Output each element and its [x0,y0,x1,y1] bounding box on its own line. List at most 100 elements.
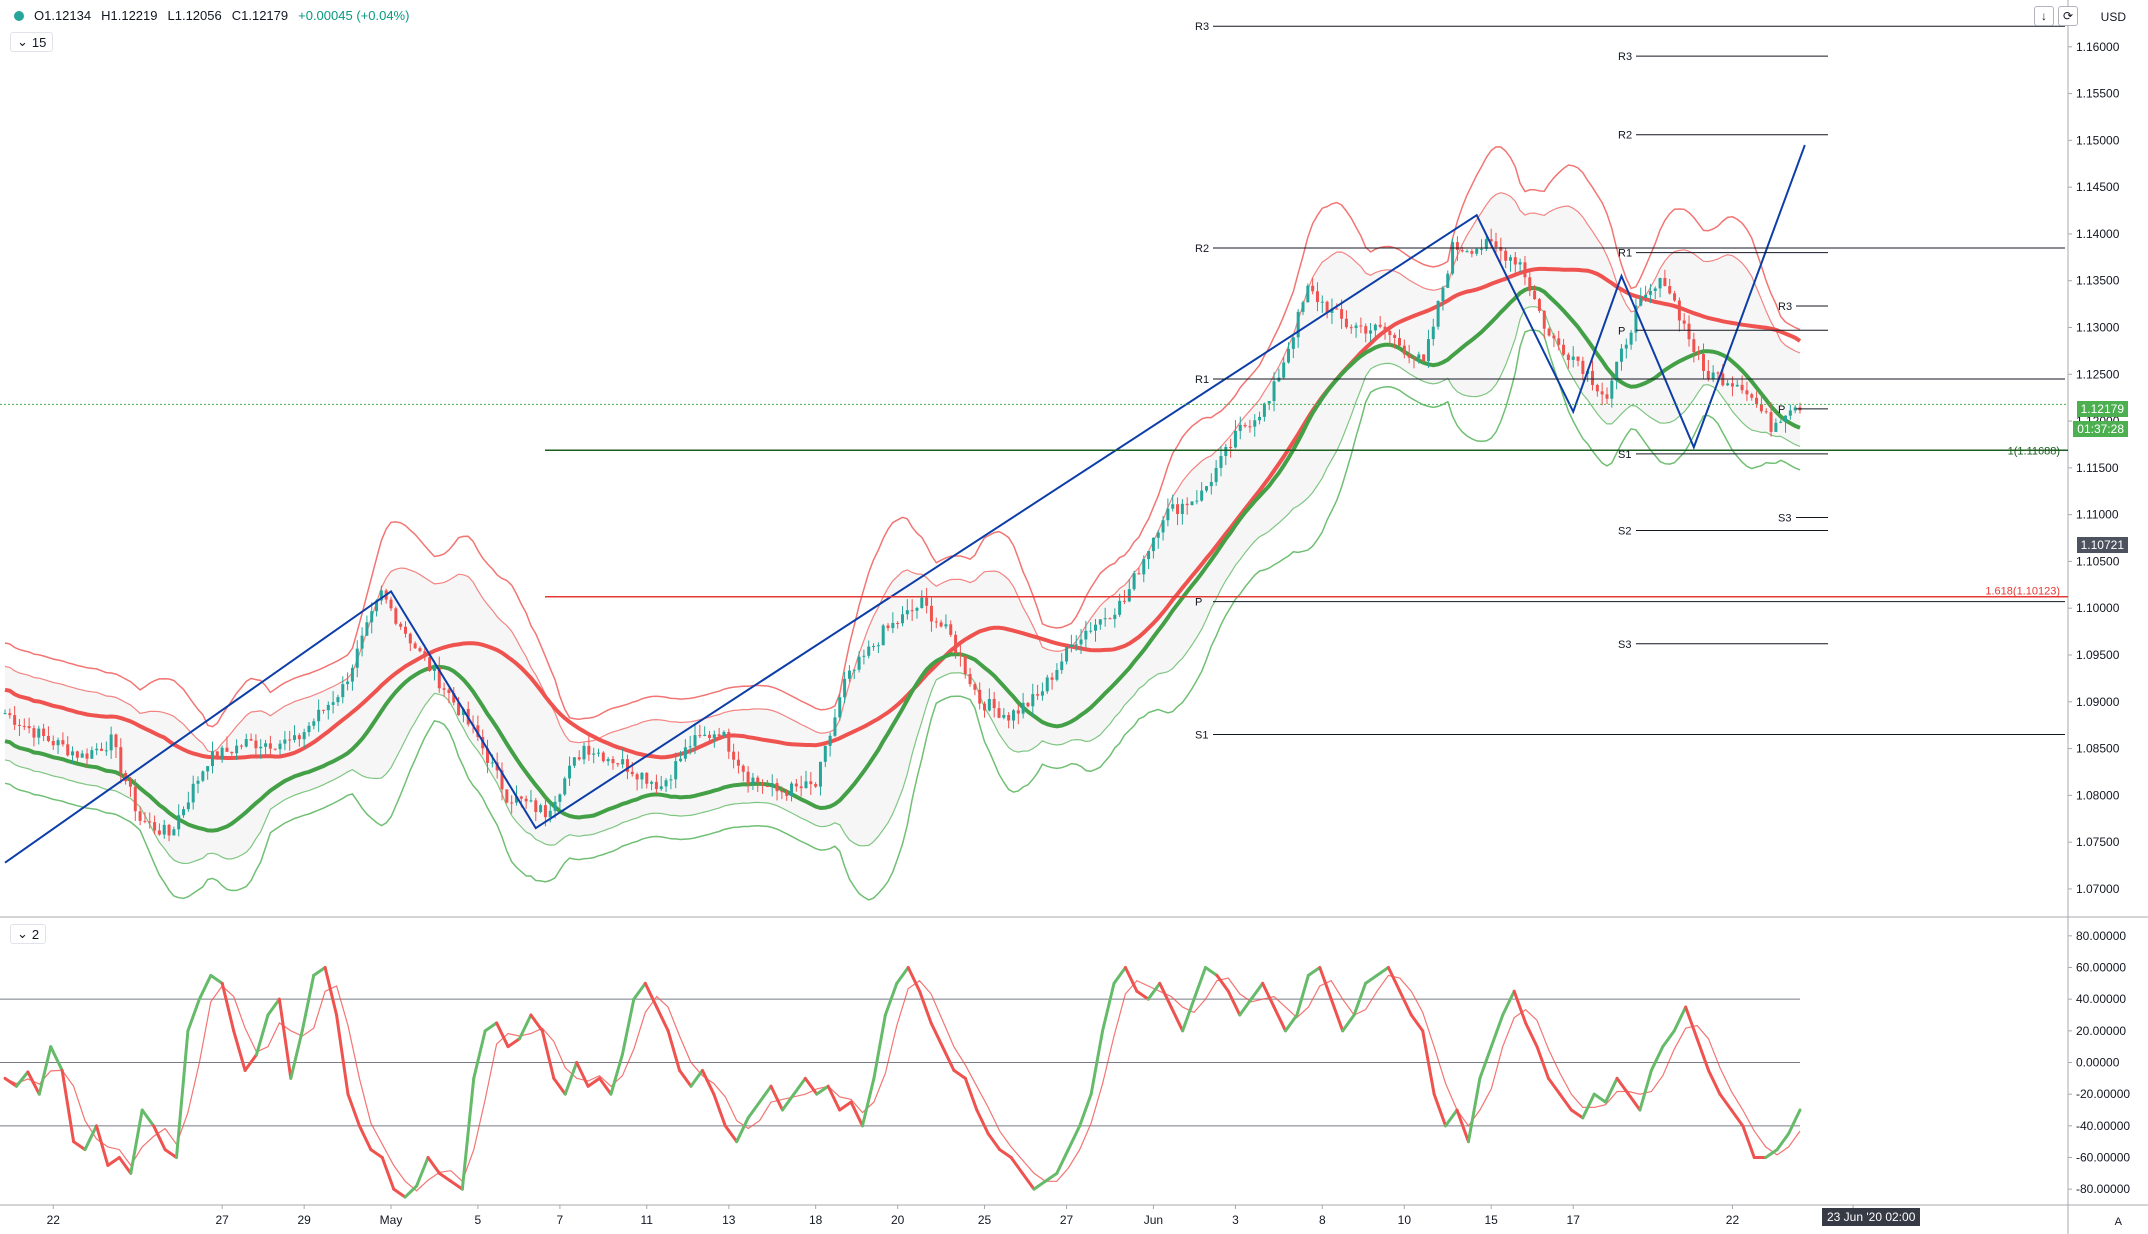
candle-body [1272,381,1276,402]
osc-y-tick-label: -20.00000 [2076,1087,2130,1101]
candle-body [1711,372,1715,380]
osc-main-segment [243,1053,259,1072]
scroll-down-icon[interactable]: ↓ [2034,6,2054,26]
candle-body [235,745,239,754]
candle-body [490,762,494,764]
candle-body [244,739,248,747]
candle-body [1277,377,1281,382]
osc-main-segment [1238,997,1253,1017]
candle-body [1677,300,1681,321]
candle-body [365,622,369,636]
candle-body [350,667,354,682]
candle-body [934,621,938,623]
candle-body [1619,348,1623,362]
candle-body [1200,490,1204,501]
y-tick-label: 1.09500 [2076,648,2120,662]
candle-body [1219,455,1223,468]
x-tick-label: 22 [47,1213,61,1227]
candle-body [1740,384,1744,391]
reset-scale-icon[interactable]: ⟳ [2058,6,2078,26]
osc-main-segment [1066,1124,1082,1152]
candle-body [239,745,243,747]
osc-main-segment [255,1013,270,1057]
candle-body [457,702,461,716]
last-price-tag: 1.12179 [2076,401,2128,417]
candle-body [288,739,292,741]
candle-body [1407,354,1411,358]
symbol-status-icon [14,10,24,21]
candle-body [486,748,490,763]
osc-main-segment [1569,1108,1585,1120]
indicator-legend-toggle[interactable]: ⌄ 15 [10,32,54,52]
candle-body [278,743,282,750]
candle-body [1750,394,1754,398]
candle-body [8,713,12,716]
osc-main-segment [1466,1076,1482,1144]
candle-body [1774,422,1778,432]
osc-main-segment [392,1187,407,1199]
osc-main-segment [700,1068,716,1096]
x-tick-label: 15 [1485,1213,1499,1227]
candle-body [1354,325,1358,328]
candle-body [514,796,518,803]
candle-body [336,697,340,703]
candle-body [56,740,60,746]
candle-body [973,684,977,690]
candle-body [1065,646,1069,662]
chart-controls: ↓ ⟳ [2034,6,2078,26]
candle-body [370,611,374,623]
candle-body [1600,391,1604,395]
candle-body [910,610,914,612]
candle-body [37,728,41,738]
candle-body [814,784,818,787]
osc-main-segment [1021,1171,1036,1191]
candle-body [558,794,562,802]
candle-body [1793,407,1797,411]
candle-body [85,753,89,759]
candle-body [80,753,84,758]
osc-y-tick-label: 40.00000 [2076,992,2126,1006]
candle-body [1441,287,1445,301]
candle-body [1378,324,1382,327]
candle-body [1060,661,1064,670]
candle-body [1151,537,1155,552]
candle-body [688,746,692,748]
candle-body [1055,669,1059,680]
y-tick-label: 1.13500 [2076,274,2120,288]
candle-body [196,780,200,784]
candle-body [1369,330,1373,334]
candle-body [428,657,432,671]
osc-main-segment [838,1100,853,1112]
candle-body [872,646,876,648]
candle-body [920,597,924,608]
candle-body [162,824,166,835]
candle-body [669,779,673,781]
currency-label: USD [2100,10,2126,24]
lower-band-outer [4,329,1801,901]
auto-scale-button[interactable]: A [2114,1216,2122,1228]
candle-body [736,759,740,766]
osc-main-segment [197,973,213,1001]
oscillator-legend-toggle[interactable]: ⌄ 2 [10,924,47,944]
candle-body [1523,262,1527,278]
candle-body [1335,308,1339,310]
candle-body [1562,344,1566,355]
candle-body [201,771,205,781]
candle-body [582,745,586,760]
candle-body [1180,503,1184,514]
candle-body [794,783,798,787]
candle-body [1282,362,1286,378]
osc-main-segment [289,1029,304,1080]
x-tick-label: 25 [978,1213,992,1227]
candle-body [1137,573,1141,575]
candle-body [867,646,871,656]
candle-body [1513,257,1517,265]
candle-body [577,757,581,760]
osc-main-segment [1627,1092,1642,1112]
candle-body [799,786,803,789]
candle-body [1629,332,1633,345]
candle-body [1422,354,1426,362]
candle-body [75,751,79,758]
candle-body [712,734,716,739]
